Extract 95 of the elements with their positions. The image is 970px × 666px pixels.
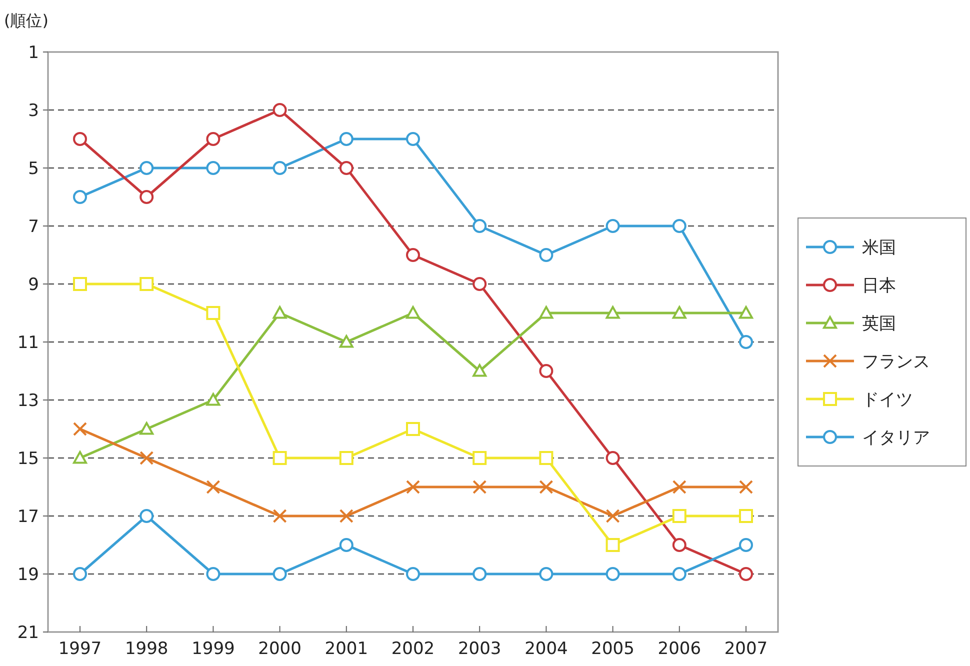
point [539,248,554,262]
x-tick-label: 2005 [591,639,634,659]
x-tick-label: 2006 [658,639,702,659]
point [206,480,220,494]
y-tick-label: 1 [28,42,39,63]
point [140,451,154,465]
point [339,161,354,175]
point [739,567,753,581]
y-tick-label: 9 [28,274,39,295]
point [472,451,487,465]
y-axis-title: (順位) [4,11,48,30]
y-tick-label: 19 [17,564,39,585]
point [472,480,487,494]
point [73,132,87,146]
point [472,277,487,291]
y-tick-label: 3 [28,100,39,121]
point [339,509,354,523]
x-tick-label: 1997 [58,639,102,659]
point [140,161,154,175]
point [539,451,554,465]
point [406,567,420,581]
x-tick-label: 1998 [124,639,168,659]
point [406,248,420,262]
legend-label: ドイツ [862,390,913,410]
point [73,277,87,291]
y-tick-label: 5 [28,158,39,179]
point [406,132,420,146]
point [140,422,154,435]
point [606,538,620,552]
point [339,335,354,348]
x-tick-label: 2002 [391,639,435,659]
point [672,509,686,523]
point [406,422,420,436]
point [206,161,220,175]
x-tick-label: 2003 [458,639,502,659]
point [406,306,420,319]
legend-label: 米国 [862,238,896,258]
y-tick-label: 15 [17,448,39,469]
point [672,219,686,233]
x-tick-label: 2007 [724,639,768,659]
point [606,219,620,233]
legend-label: 日本 [862,276,896,296]
legend-label: 英国 [862,314,896,334]
point [206,306,220,320]
point [140,277,154,291]
point [672,306,686,319]
point [739,538,753,552]
point [206,132,220,146]
x-tick-label: 2001 [324,639,368,659]
point [672,538,686,552]
point [272,103,287,117]
point [272,509,287,523]
point [272,161,287,175]
point [739,335,753,349]
point [539,480,554,494]
point [339,132,354,146]
point [606,567,620,581]
y-tick-label: 21 [17,622,39,643]
point [472,364,487,377]
point [272,451,287,465]
point [539,567,554,581]
point [472,219,487,233]
point [672,480,686,494]
x-tick-label: 1999 [192,639,235,659]
point [739,509,753,523]
point [339,451,354,465]
point [206,567,220,581]
x-tick-label: 2000 [258,639,302,659]
point [140,190,154,204]
y-tick-label: 17 [17,506,39,527]
point [472,567,487,581]
point [539,364,554,378]
point [739,306,753,319]
point [606,451,620,465]
y-tick-label: 11 [17,332,39,353]
point [73,422,87,436]
y-tick-label: 13 [17,390,39,411]
point [73,451,87,464]
point [73,190,87,204]
point [606,306,620,319]
point [606,509,620,523]
point [272,306,287,319]
legend-label: フランス [862,352,930,372]
x-tick-label: 2004 [524,639,568,659]
legend-label: イタリア [862,428,930,448]
y-tick-label: 7 [28,216,39,237]
point [140,509,154,523]
point [672,567,686,581]
point [272,567,287,581]
point [539,306,554,319]
point [73,567,87,581]
point [739,480,753,494]
point [339,538,354,552]
point [406,480,420,494]
point [206,393,220,406]
